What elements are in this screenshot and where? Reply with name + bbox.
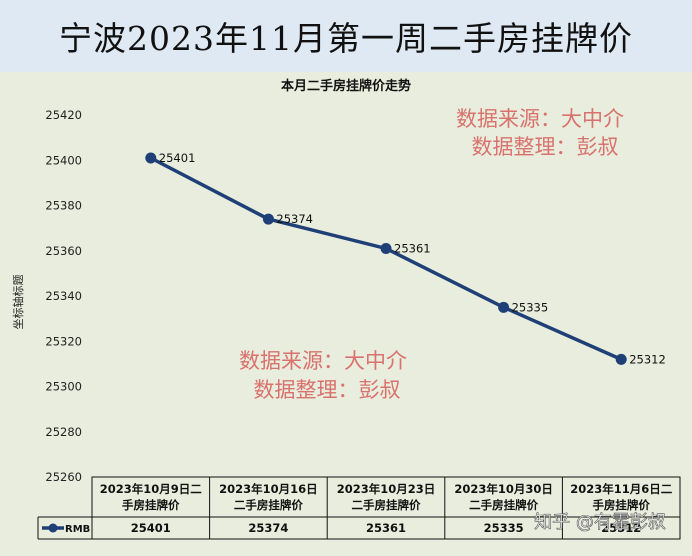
data-labels: 25401 25374 25361 25335 25312: [159, 151, 666, 366]
series-line-rmb: [149, 156, 623, 362]
data-point: [615, 353, 627, 365]
data-label: 25335: [512, 300, 549, 314]
watermark-top: 数据来源：大中介 数据整理：彭叔: [456, 107, 624, 159]
data-label: 25361: [394, 241, 431, 255]
category-label: 2023年10月9日二: [100, 482, 203, 496]
y-tick-label: 25340: [45, 289, 82, 303]
y-tick-label: 25280: [45, 425, 82, 439]
watermark-line: 数据整理：彭叔: [254, 378, 401, 402]
table-value: 25361: [366, 521, 406, 535]
y-tick-labels: 25260 25280 25300 25320 25340 25360 25380 25400…: [45, 108, 82, 484]
data-point: [380, 242, 392, 254]
table-value: 25374: [248, 521, 288, 535]
data-point: [262, 213, 274, 225]
banner: 宁波2023年11月第一周二手房挂牌价: [0, 0, 692, 72]
y-tick-label: 25360: [45, 244, 82, 258]
watermark-line: 数据来源：大中介: [456, 107, 624, 131]
y-tick-label: 25300: [45, 380, 82, 394]
watermark-line: 数据整理：彭叔: [472, 135, 619, 159]
y-axis-label: 坐标轴标题: [11, 275, 25, 330]
line-chart: 本月二手房挂牌价走势 坐标轴标题 25260 25280 25300 25320 253…: [11, 78, 681, 540]
category-label: 手房挂牌价: [122, 498, 180, 512]
data-label: 25374: [276, 212, 313, 226]
table-value: 25312: [601, 521, 641, 535]
table-value: 25335: [484, 521, 524, 535]
chart-title: 本月二手房挂牌价走势: [281, 78, 411, 94]
category-label: 手房挂牌价: [592, 498, 650, 512]
watermark-line: 数据来源：大中介: [239, 349, 407, 373]
category-label: 2023年10月23日: [337, 482, 436, 496]
watermark-corner: 知乎 @有霍彭叔: [534, 512, 666, 533]
y-tick-label: 25380: [45, 199, 82, 213]
y-tick-label: 25260: [45, 470, 82, 484]
table-border: [91, 476, 681, 540]
banner-title: 宁波2023年11月第一周二手房挂牌价: [59, 19, 633, 58]
legend-key-point: [48, 523, 58, 533]
y-tick-label: 25400: [45, 153, 82, 167]
data-point: [145, 152, 157, 164]
data-table: 2023年10月9日二手房挂牌价2023年10月16日二手房挂牌价2023年10…: [37, 476, 681, 540]
category-label: 二手房挂牌价: [234, 498, 303, 512]
category-label: 2023年11月6日二: [570, 482, 673, 496]
data-points: [145, 152, 627, 365]
category-label: 二手房挂牌价: [469, 498, 538, 512]
watermark-middle: 数据来源：大中介 数据整理：彭叔: [239, 349, 407, 402]
data-label: 25312: [629, 352, 666, 366]
y-tick-label: 25420: [45, 108, 82, 122]
legend-label: RMB: [65, 524, 90, 535]
category-label: 二手房挂牌价: [352, 498, 421, 512]
data-label: 25401: [159, 151, 196, 165]
y-tick-label: 25320: [45, 334, 82, 348]
category-label: 2023年10月16日: [219, 482, 318, 496]
data-point: [498, 301, 510, 313]
category-label: 2023年10月30日: [454, 482, 553, 496]
table-value: 25401: [131, 521, 171, 535]
